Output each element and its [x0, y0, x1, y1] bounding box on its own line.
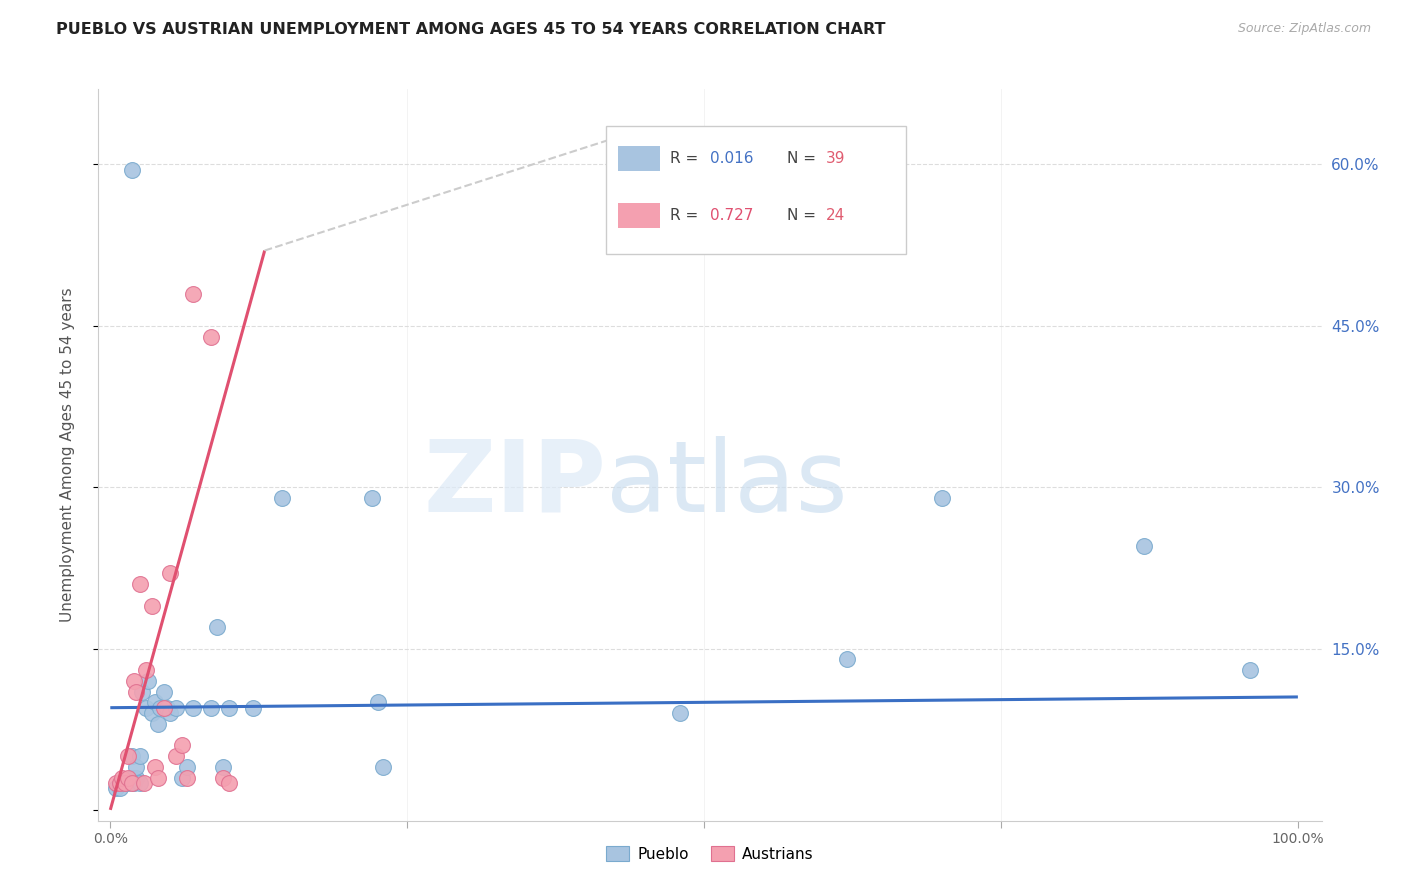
Y-axis label: Unemployment Among Ages 45 to 54 years: Unemployment Among Ages 45 to 54 years [60, 287, 75, 623]
Point [135, 700, 157, 714]
Text: N =: N = [787, 208, 821, 223]
Point [159, 706, 181, 720]
Point [117, 776, 139, 790]
Point [218, 700, 240, 714]
Legend: Pueblo, Austrians: Pueblo, Austrians [600, 839, 820, 868]
Point [170, 739, 193, 753]
Point [366, 695, 388, 709]
Point [152, 684, 174, 698]
Point [136, 673, 159, 688]
Point [835, 652, 858, 666]
Point [218, 776, 240, 790]
Point [152, 700, 174, 714]
Point [125, 760, 148, 774]
Text: Source: ZipAtlas.com: Source: ZipAtlas.com [1237, 22, 1371, 36]
Point [1132, 539, 1154, 553]
Point [145, 695, 167, 709]
Point [176, 771, 198, 785]
Point [122, 776, 145, 790]
Point [129, 776, 152, 790]
Text: atlas: atlas [606, 435, 848, 533]
Point [271, 491, 294, 505]
Point [200, 700, 222, 714]
FancyBboxPatch shape [619, 145, 659, 170]
Point [121, 162, 143, 177]
Text: 0.016: 0.016 [710, 151, 754, 166]
Point [212, 771, 235, 785]
Point [165, 700, 187, 714]
Point [1239, 663, 1261, 677]
Point [117, 771, 139, 785]
Point [135, 663, 157, 677]
Point [183, 286, 205, 301]
Point [111, 771, 134, 785]
Point [122, 673, 145, 688]
Point [114, 776, 136, 790]
FancyBboxPatch shape [619, 203, 659, 228]
Point [125, 684, 148, 698]
Point [131, 684, 153, 698]
Point [212, 760, 235, 774]
Text: ZIP: ZIP [423, 435, 606, 533]
Text: R =: R = [669, 208, 703, 223]
Point [108, 781, 131, 796]
Point [114, 776, 136, 790]
Point [170, 771, 193, 785]
Point [200, 329, 222, 343]
Point [108, 776, 131, 790]
Point [129, 577, 152, 591]
Text: N =: N = [787, 151, 821, 166]
Point [129, 749, 152, 764]
Point [105, 781, 128, 796]
Point [105, 776, 128, 790]
Text: 0.727: 0.727 [710, 208, 754, 223]
Point [669, 706, 692, 720]
Point [165, 749, 187, 764]
Text: 39: 39 [827, 151, 846, 166]
Point [931, 491, 953, 505]
Point [141, 706, 163, 720]
Point [146, 716, 169, 731]
Point [360, 491, 382, 505]
Point [146, 771, 169, 785]
Point [242, 700, 264, 714]
Point [176, 760, 198, 774]
Point [121, 771, 143, 785]
FancyBboxPatch shape [606, 126, 905, 253]
Point [205, 620, 228, 634]
Point [121, 776, 143, 790]
Point [145, 760, 167, 774]
Point [159, 566, 181, 581]
Point [125, 771, 148, 785]
Text: PUEBLO VS AUSTRIAN UNEMPLOYMENT AMONG AGES 45 TO 54 YEARS CORRELATION CHART: PUEBLO VS AUSTRIAN UNEMPLOYMENT AMONG AG… [56, 22, 886, 37]
Point [183, 700, 205, 714]
Text: 24: 24 [827, 208, 845, 223]
Point [132, 776, 155, 790]
Point [121, 749, 143, 764]
Point [373, 760, 395, 774]
Point [156, 700, 179, 714]
Point [149, 700, 172, 714]
Point [141, 599, 163, 613]
Point [117, 749, 139, 764]
Text: R =: R = [669, 151, 703, 166]
